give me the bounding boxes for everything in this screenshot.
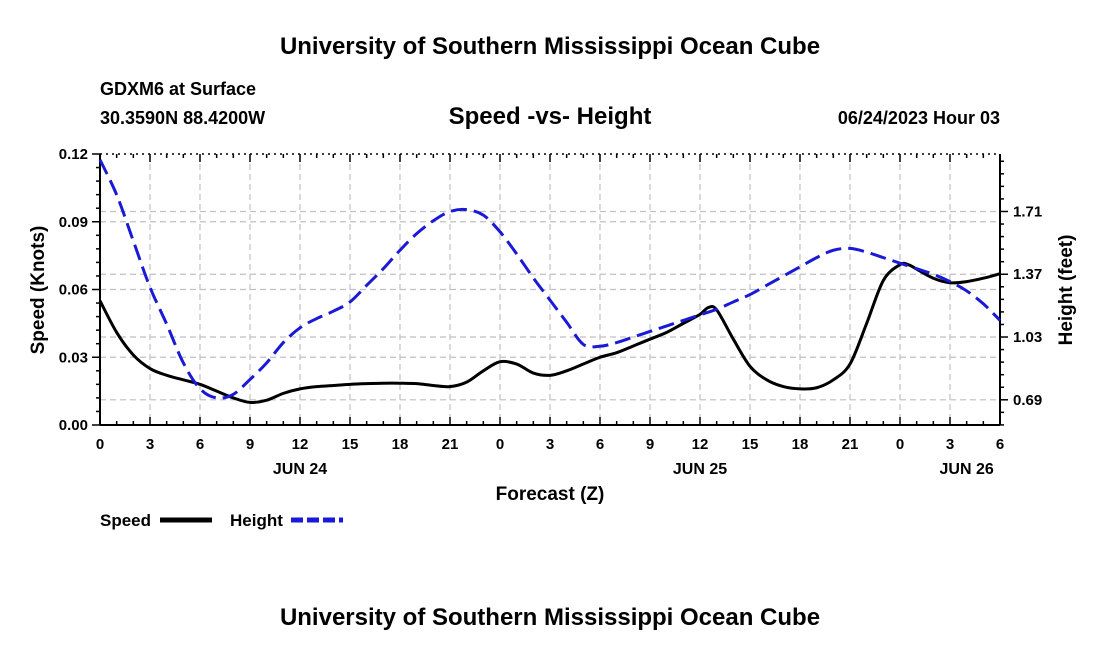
- x-tick-label: 9: [246, 436, 254, 453]
- x-tick-label: 21: [842, 436, 859, 453]
- x-tick-label: 6: [996, 436, 1004, 453]
- series-line-height: [98, 159, 1002, 400]
- axes: [92, 153, 1008, 426]
- forecast-date-label: 06/24/2023 Hour 03: [838, 108, 1000, 128]
- x-tick-label: 3: [146, 436, 154, 453]
- x-date-label: JUN 25: [673, 461, 727, 478]
- x-tick-label: 0: [896, 436, 904, 453]
- legend-speed-label: Speed: [100, 511, 151, 530]
- y-left-tick-label: 0.12: [59, 146, 88, 163]
- y-left-tick-label: 0.00: [59, 417, 88, 434]
- y-left-tick-label: 0.06: [59, 282, 88, 299]
- y-left-tick-label: 0.03: [59, 349, 88, 366]
- y-right-tick-label: 1.03: [1013, 329, 1042, 346]
- y-left-tick-label: 0.09: [59, 214, 88, 231]
- series-line-speed: [98, 261, 1001, 404]
- x-tick-label: 12: [292, 436, 309, 453]
- legend-height-label: Height: [230, 511, 283, 530]
- x-tick-label: 0: [96, 436, 104, 453]
- x-tick-label: 18: [392, 436, 409, 453]
- tick-labels: 0 3 6 9 12 15 18 21 0 3 6 9 12 15 18 21 0 3 6 JUN 24 JUN 25 J…: [59, 146, 1042, 478]
- x-date-label: JUN 26: [940, 461, 994, 478]
- footer-title: University of Southern Mississippi Ocean…: [280, 604, 820, 631]
- x-tick-label: 6: [596, 436, 604, 453]
- coordinates-label: 30.3590N 88.4200W: [100, 108, 265, 128]
- x-tick-label: 18: [792, 436, 809, 453]
- x-tick-label: 12: [692, 436, 709, 453]
- x-tick-label: 3: [546, 436, 554, 453]
- y-axis-left-label: Speed (Knots): [28, 226, 49, 355]
- grid-lines: [100, 154, 1000, 425]
- chart-title: Speed -vs- Height: [449, 103, 652, 130]
- legend: Speed Height: [100, 511, 343, 530]
- y-axis-right-label: Height (feet): [1056, 235, 1077, 346]
- x-tick-label: 6: [196, 436, 204, 453]
- x-date-label: JUN 24: [273, 461, 327, 478]
- main-title: University of Southern Mississippi Ocean…: [280, 33, 820, 60]
- y-right-tick-label: 1.37: [1013, 266, 1042, 283]
- y-right-tick-label: 1.71: [1013, 203, 1042, 220]
- x-tick-label: 9: [646, 436, 654, 453]
- y-right-tick-label: 0.69: [1013, 392, 1042, 409]
- x-tick-label: 15: [342, 436, 359, 453]
- x-tick-label: 3: [946, 436, 954, 453]
- x-axis-label: Forecast (Z): [496, 484, 605, 505]
- x-tick-label: 15: [742, 436, 759, 453]
- data-series: [98, 159, 1002, 404]
- x-tick-label: 21: [442, 436, 459, 453]
- x-tick-label: 0: [496, 436, 504, 453]
- station-label: GDXM6 at Surface: [100, 79, 256, 99]
